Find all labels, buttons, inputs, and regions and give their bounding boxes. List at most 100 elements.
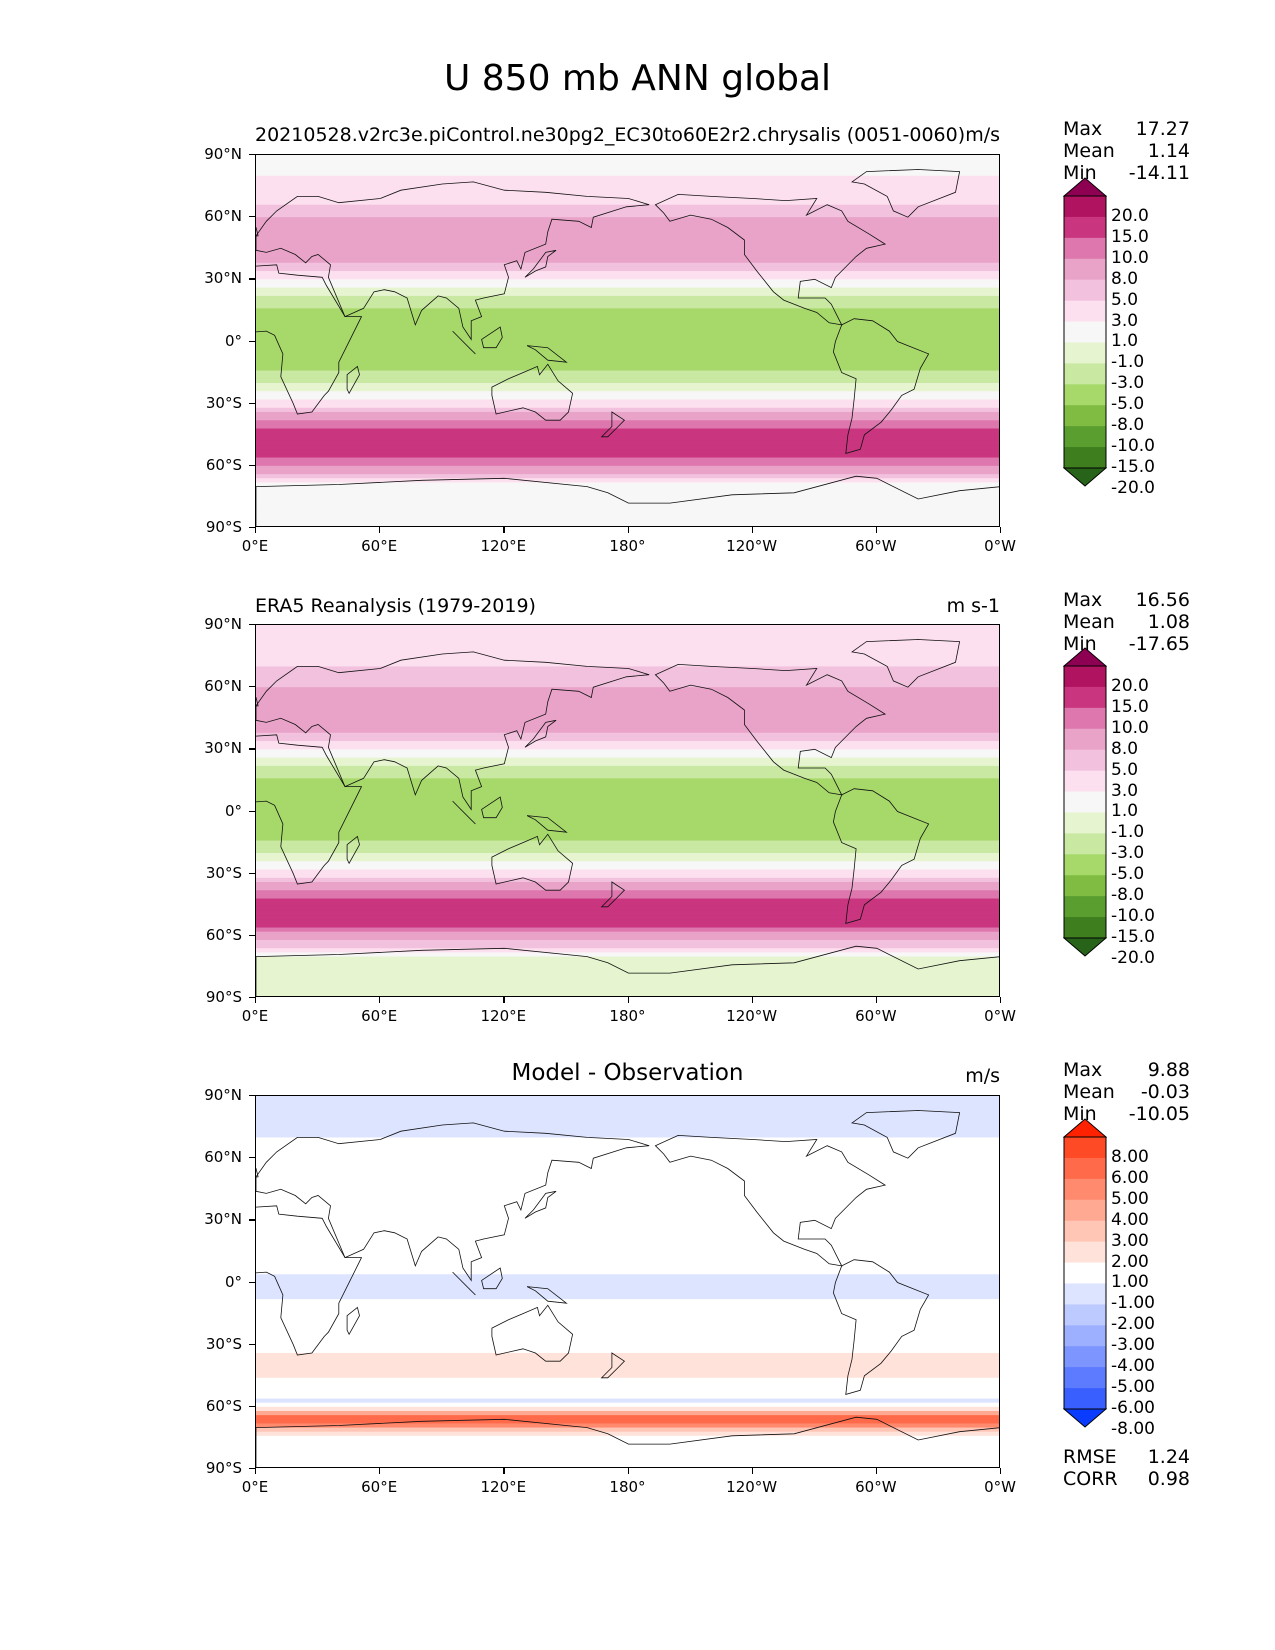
field-band [256, 761, 999, 767]
field-band [256, 683, 999, 688]
field-band [256, 1390, 999, 1395]
field-band [256, 1245, 999, 1250]
coastline [832, 1259, 930, 1395]
field-band [256, 523, 999, 526]
field-band [256, 927, 999, 933]
field-band [256, 720, 999, 726]
field-band [256, 906, 999, 912]
field-band [256, 1249, 999, 1255]
map-plot [255, 154, 1000, 527]
field-band [256, 1228, 999, 1234]
field-band [256, 1158, 999, 1163]
lon-tick-label: 60°W [855, 1007, 897, 1025]
colorbar-swatch [1064, 1304, 1106, 1326]
field-band [256, 923, 999, 929]
field-band [256, 366, 999, 372]
colorbar-swatch [1064, 1325, 1106, 1347]
field-band [256, 989, 999, 995]
colorbar-level-label: 20.0 [1111, 205, 1149, 226]
field-band [256, 691, 999, 697]
field-band [256, 1282, 999, 1288]
coastline [524, 1190, 557, 1219]
lat-tick [249, 340, 255, 342]
field-band [256, 287, 999, 293]
colorbar-swatch [1064, 1241, 1106, 1264]
stat-max: 9.88 [1147, 1059, 1190, 1081]
colorbar-extend-min [1063, 467, 1107, 487]
lon-tick-label: 60°W [855, 1478, 897, 1496]
lon-tick-label: 120°E [480, 1478, 527, 1496]
field-band [256, 765, 999, 771]
lat-tick-label: 90°S [205, 1459, 242, 1477]
field-band [256, 948, 999, 954]
field-band [256, 1236, 999, 1242]
field-band [256, 304, 999, 309]
colorbar-level-label: -20.0 [1111, 477, 1155, 498]
field-band [256, 1419, 999, 1425]
coastline [491, 363, 574, 421]
field-band [256, 1402, 999, 1408]
field-band [256, 436, 999, 442]
colorbar-level-label: 10.0 [1111, 247, 1149, 268]
colorbar-swatch [1064, 363, 1106, 385]
coastline [256, 1416, 999, 1467]
colorbar-level-label: 3.0 [1111, 780, 1139, 801]
field-band [256, 382, 999, 388]
field-band [256, 819, 999, 825]
colorbar-swatch [1064, 1283, 1106, 1305]
colorbar-swatch [1064, 300, 1106, 323]
colorbar-level-label: -4.00 [1111, 1356, 1155, 1377]
field-band [256, 1261, 999, 1267]
coastline [832, 788, 930, 924]
field-band [256, 782, 999, 788]
field-band [256, 757, 999, 763]
field-band [256, 770, 999, 775]
field-band [256, 370, 999, 376]
lon-tick-label: 60°W [855, 537, 897, 555]
field-band [256, 915, 999, 920]
field-band [256, 1183, 999, 1188]
colorbar-level-label: 8.0 [1111, 738, 1139, 759]
colorbar-swatch [1064, 405, 1106, 427]
field-band [256, 678, 999, 684]
lat-tick-label: 0° [224, 1272, 242, 1291]
field-band [256, 1166, 999, 1172]
field-band [256, 1274, 999, 1279]
colorbar-swatch [1064, 770, 1106, 793]
colorbar-swatch [1064, 917, 1106, 939]
field-band [256, 1145, 999, 1151]
field-band [256, 1125, 999, 1130]
field-band [256, 395, 999, 401]
lat-tick [249, 1219, 255, 1221]
colorbar-level-label: 20.0 [1111, 675, 1149, 696]
field-band [256, 1100, 999, 1105]
colorbar-scale [1063, 177, 1107, 487]
lon-tick-label: 0°W [984, 537, 1016, 555]
field-band [256, 898, 999, 904]
field-band [256, 964, 999, 970]
field-band [256, 1431, 999, 1437]
lat-tick [249, 154, 255, 156]
colorbar-level-label: 3.0 [1111, 310, 1139, 331]
field-band [256, 985, 999, 991]
field-band [256, 695, 999, 701]
field-band [256, 341, 999, 347]
colorbar-swatch [1064, 1262, 1106, 1284]
field-band [256, 283, 999, 289]
field-band [256, 1394, 999, 1400]
colorbar-extend-min [1063, 937, 1107, 957]
corr-value: 0.98 [1147, 1468, 1190, 1490]
lon-tick-label: 120°E [480, 1007, 527, 1025]
field-band [256, 1154, 999, 1159]
field-band [256, 629, 999, 634]
lat-tick-label: 30°S [205, 393, 242, 412]
field-band [256, 1357, 999, 1362]
lat-tick-label: 60°S [205, 455, 242, 474]
colorbar-swatch [1064, 707, 1106, 730]
colorbar-swatch [1064, 812, 1106, 834]
colorbar-swatch [1064, 1388, 1106, 1410]
colorbar-level-label: -6.00 [1111, 1398, 1155, 1418]
field-band [256, 1448, 999, 1454]
colorbar-swatch [1064, 1367, 1106, 1389]
map-plot [255, 1095, 1000, 1468]
